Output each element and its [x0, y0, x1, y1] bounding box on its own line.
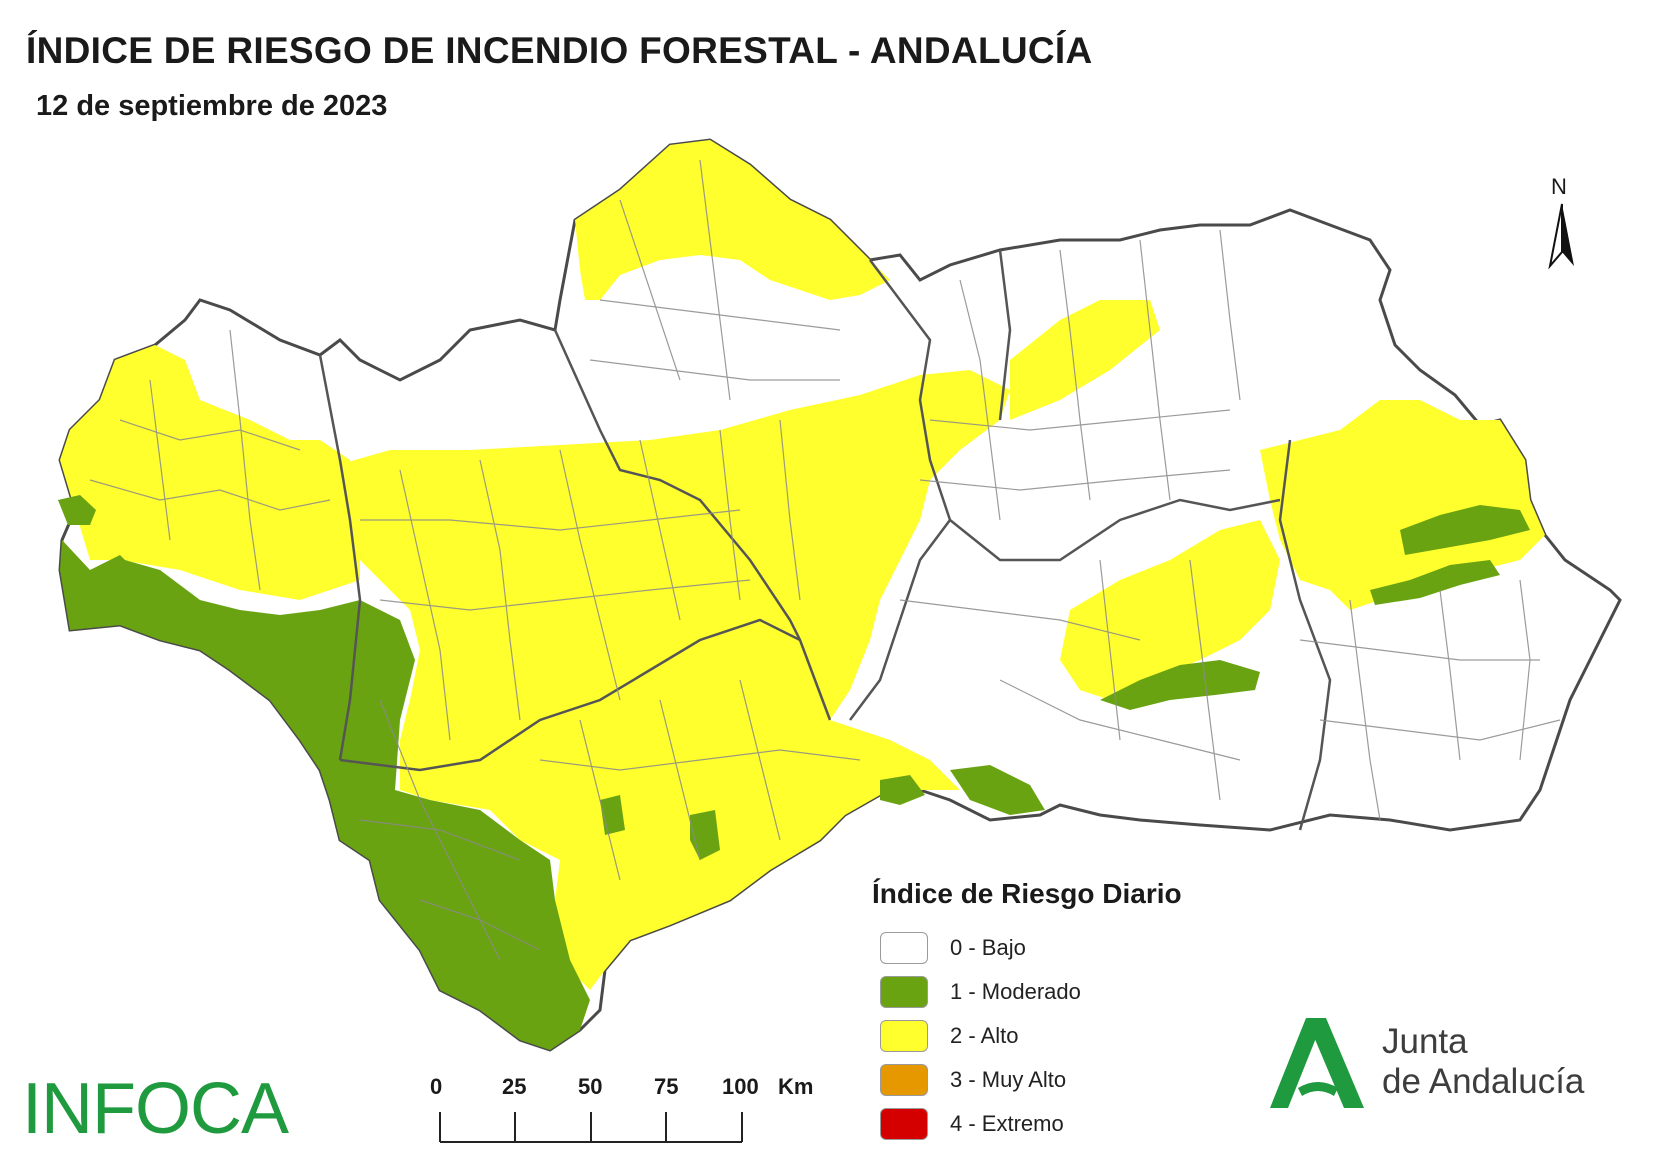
infoca-logo-text: INFOCA	[22, 1069, 289, 1149]
alto-zone-central	[320, 370, 1010, 990]
moderado-zone-malaga-west	[690, 810, 720, 860]
legend-item-alto: 2 - Alto	[872, 1014, 1182, 1058]
moderado-zones	[58, 495, 1530, 1050]
municipality-boundaries	[89, 159, 1561, 961]
legend-label: 1 - Moderado	[950, 979, 1081, 1004]
scale-tick-label: 25	[502, 1074, 527, 1099]
moderado-zone-malaga-east	[950, 765, 1045, 815]
north-arrow-icon	[1548, 203, 1574, 270]
junta-de-andalucia-logo-icon	[1270, 1018, 1364, 1108]
moderado-zone-malaga-mid	[880, 775, 925, 805]
scale-tick-label: 50	[578, 1074, 603, 1099]
legend-swatch-extremo	[880, 1108, 928, 1140]
scale-tick-label: 100	[722, 1074, 759, 1099]
legend: Índice de Riesgo Diario 0 - Bajo 1 - Mod…	[872, 878, 1182, 1146]
scale-unit-label: Km	[778, 1074, 814, 1099]
moderado-zone-almeria-1	[1400, 505, 1530, 555]
junta-line2: de Andalucía	[1382, 1062, 1585, 1101]
alto-zone-huelva	[60, 345, 360, 600]
moderado-zone-granada	[1100, 660, 1260, 710]
alto-zone-jaen	[1010, 300, 1160, 420]
legend-swatch-muy-alto	[880, 1064, 928, 1096]
legend-swatch-bajo	[880, 932, 928, 964]
legend-label: 3 - Muy Alto	[950, 1067, 1067, 1092]
scale-bar	[439, 1112, 743, 1143]
alto-zones	[60, 140, 1545, 990]
alto-zone-east	[1260, 400, 1545, 610]
scale-tick-label: 0	[430, 1074, 443, 1099]
legend-label: 4 - Extremo	[950, 1111, 1064, 1136]
scale-tick-label: 75	[654, 1074, 679, 1099]
junta-line1: Junta	[1382, 1022, 1468, 1061]
junta-de-andalucia-logo-text: Junta de Andalucía	[1382, 1022, 1584, 1102]
moderado-zone-almeria-2	[1370, 560, 1500, 605]
map-date: 12 de septiembre de 2023	[36, 90, 388, 122]
legend-item-extremo: 4 - Extremo	[872, 1102, 1182, 1146]
legend-label: 2 - Alto	[950, 1023, 1019, 1048]
legend-item-muy-alto: 3 - Muy Alto	[872, 1058, 1182, 1102]
legend-title: Índice de Riesgo Diario	[872, 878, 1182, 909]
alto-zone-granada	[1060, 520, 1280, 700]
legend-swatch-moderado	[880, 976, 928, 1008]
alto-zone-north	[575, 140, 890, 300]
legend-item-bajo: 0 - Bajo	[872, 926, 1182, 970]
province-boundaries	[318, 249, 1332, 831]
moderado-zone-huelva-west	[58, 495, 96, 525]
map-title: ÍNDICE DE RIESGO DE INCENDIO FORESTAL - …	[26, 30, 1093, 71]
legend-swatch-alto	[880, 1020, 928, 1052]
legend-item-moderado: 1 - Moderado	[872, 970, 1182, 1014]
north-arrow-label: N	[1551, 174, 1567, 199]
moderado-zone-coast	[60, 540, 590, 1050]
legend-label: 0 - Bajo	[950, 935, 1026, 960]
